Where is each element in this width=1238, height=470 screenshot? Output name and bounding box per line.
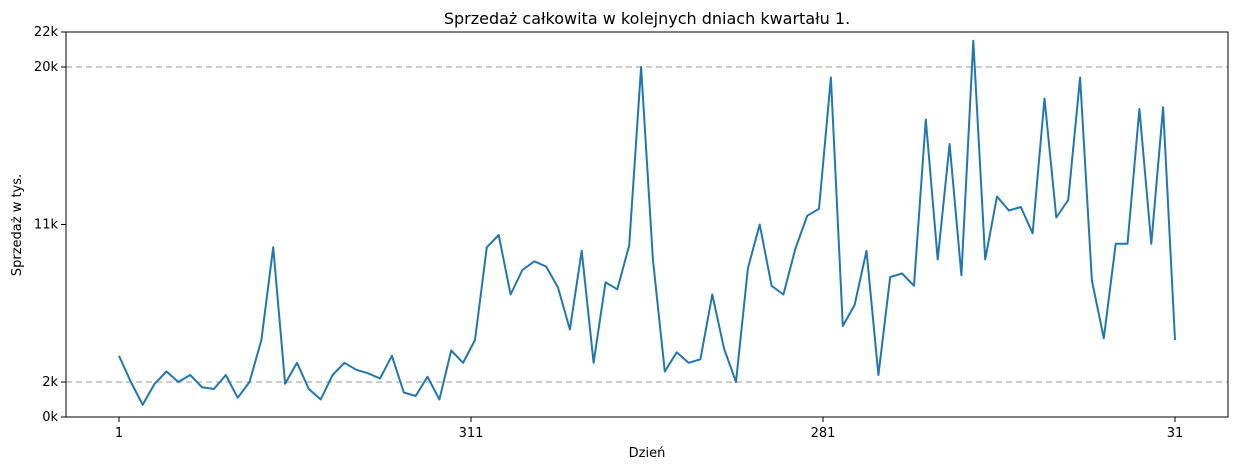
y-tick-label: 2k (42, 375, 58, 390)
chart-title: Sprzedaż całkowita w kolejnych dniach kw… (444, 9, 850, 28)
x-tick-label: 31 (1167, 426, 1184, 441)
y-tick-label: 22k (34, 25, 59, 40)
y-tick-label: 20k (34, 60, 59, 75)
x-tick-label: 1 (115, 426, 123, 441)
y-axis-label: Sprzedaż w tys. (10, 174, 25, 276)
x-tick-label: 311 (459, 426, 484, 441)
series-line (118, 39, 1176, 406)
x-axis: 1 311 281 31 (115, 417, 1183, 441)
y-tick-label: 0k (42, 410, 58, 425)
y-tick-label: 11k (34, 218, 59, 233)
series-layer (118, 39, 1176, 406)
plot-frame (65, 31, 1229, 418)
y-axis: 0k 2k 11k 20k 22k (34, 25, 66, 425)
x-tick-label: 281 (811, 426, 836, 441)
x-axis-label: Dzień (629, 446, 666, 461)
reference-lines (66, 66, 1228, 383)
